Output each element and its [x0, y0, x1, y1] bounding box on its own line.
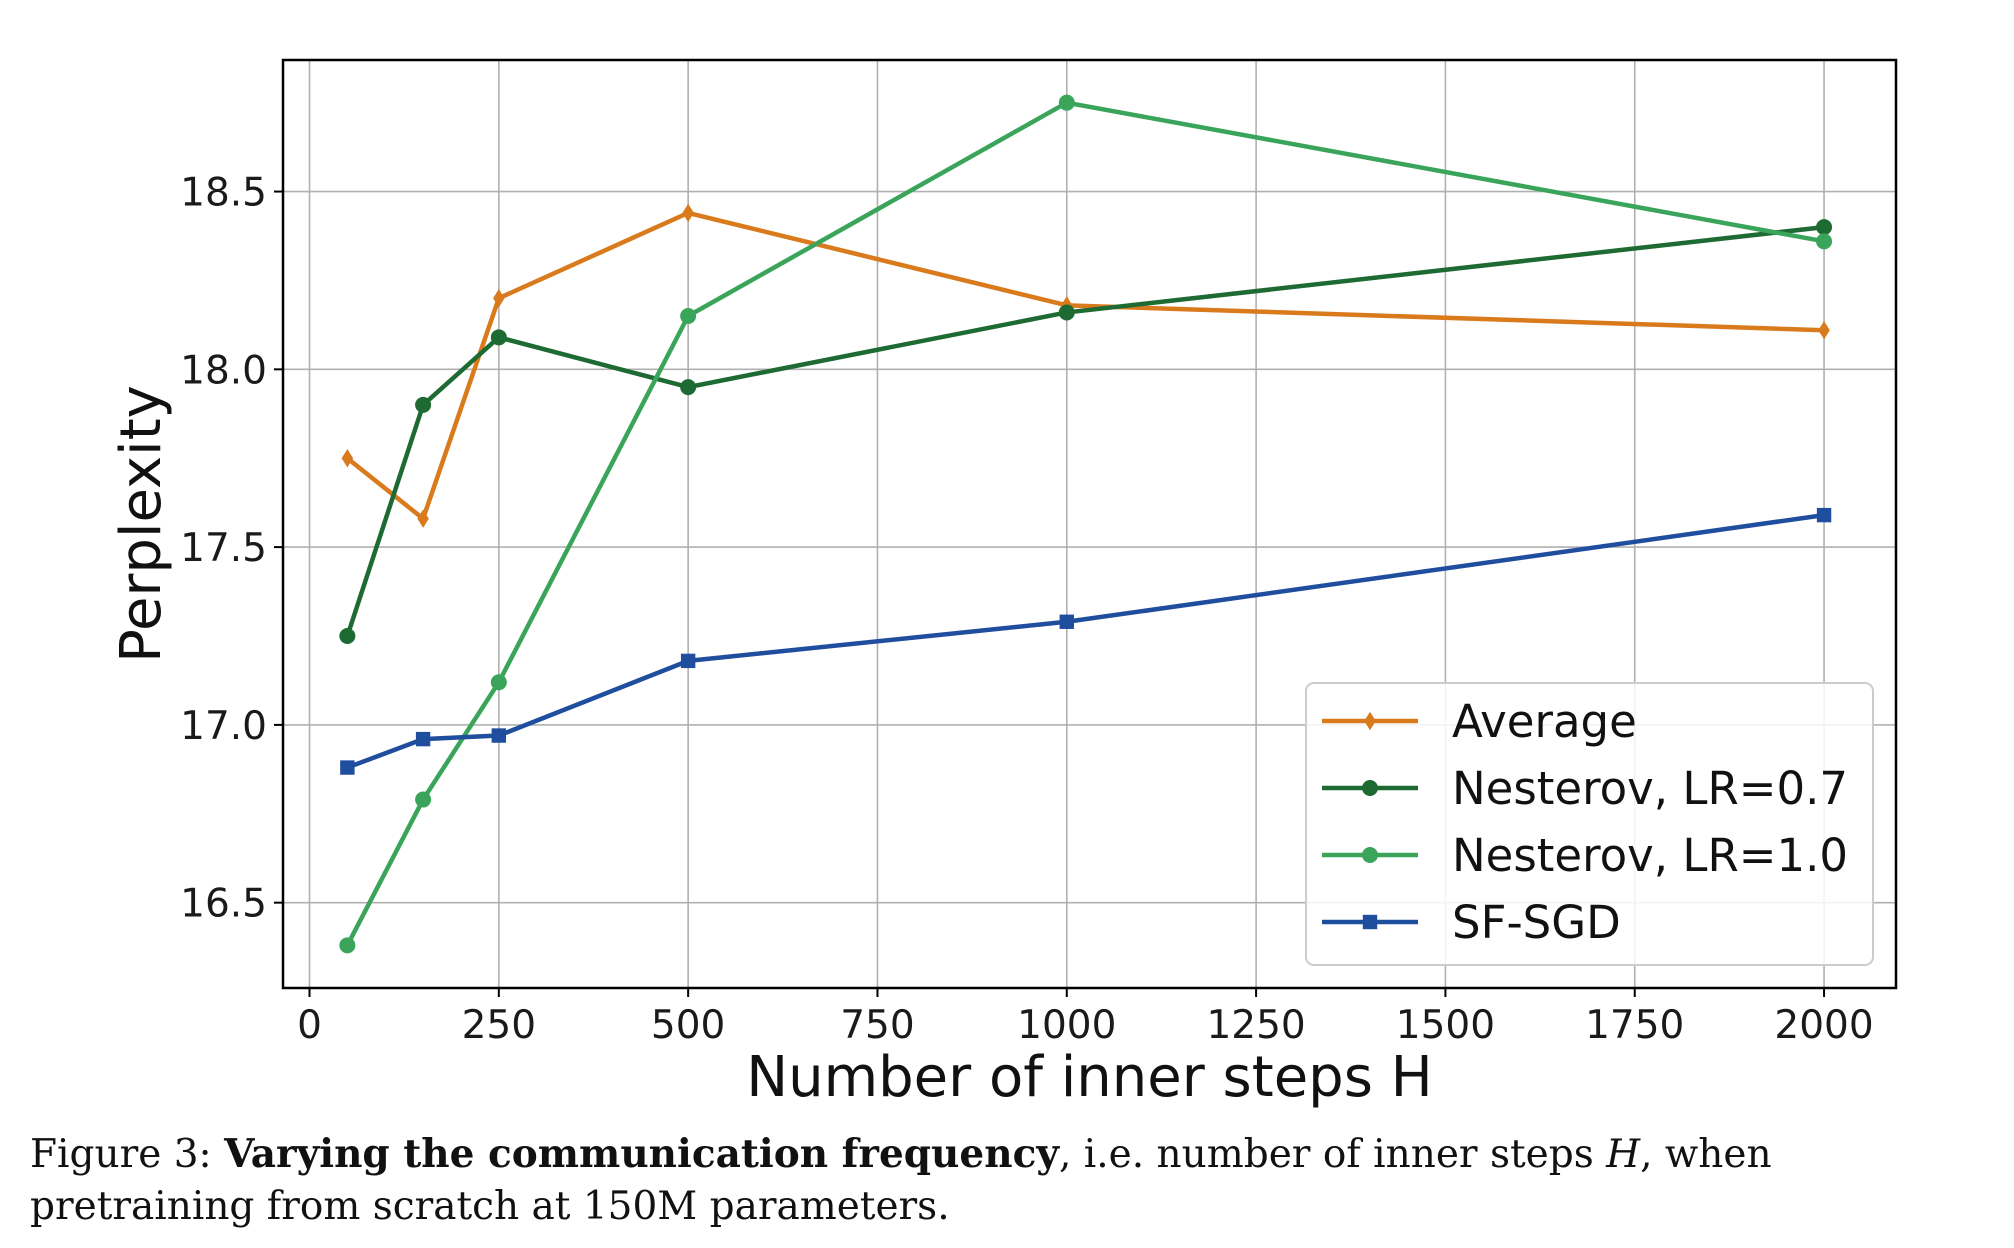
legend-marker [1362, 847, 1378, 863]
legend-marker [1362, 914, 1378, 930]
series-2 [339, 94, 1833, 954]
series-line [346, 512, 1825, 770]
data-point [340, 760, 355, 775]
plot-frame [281, 58, 1898, 990]
caption-variable: H [1606, 1132, 1641, 1177]
data-point [339, 937, 356, 954]
series-1 [339, 219, 1833, 644]
x-tick-label: 1250 [1206, 1003, 1305, 1048]
series-line [345, 224, 1825, 637]
x-tick-label: 500 [651, 1003, 725, 1048]
figure-caption: Figure 3: Varying the communication freq… [30, 1128, 2005, 1233]
data-point [1058, 304, 1075, 321]
legend-item-0: Average [1322, 695, 1637, 748]
data-point [682, 203, 694, 223]
data-point [680, 653, 696, 669]
caption-middle: , i.e. number of inner steps [1058, 1132, 1607, 1177]
x-tick-label: 1500 [1396, 1003, 1495, 1048]
y-axis-label: Perplexity [109, 385, 174, 663]
legend-box [1305, 682, 1874, 966]
y-tick-label: 17.0 [180, 704, 267, 749]
legend-marker [1364, 711, 1376, 731]
data-point [415, 791, 432, 808]
data-point [490, 674, 507, 691]
data-point [341, 449, 354, 468]
data-point [1816, 219, 1833, 236]
data-point [1816, 507, 1832, 523]
y-tick-label: 16.5 [180, 882, 267, 927]
caption-bold: Varying the communication frequency [224, 1131, 1059, 1177]
x-axis-label: Number of inner steps H [746, 1045, 1433, 1110]
data-point [1058, 94, 1075, 111]
data-point [490, 329, 507, 346]
series-3 [340, 507, 1832, 775]
x-tick-label: 0 [297, 1003, 322, 1048]
x-tick-label: 2000 [1774, 1003, 1873, 1048]
data-point [680, 379, 697, 396]
data-point [680, 308, 697, 324]
axis-ticks: 0 250 500 750 1000 1250 1500 1750 2000 16.5 17.0 17… [180, 171, 1874, 1048]
data-point [493, 289, 505, 308]
data-point [1816, 233, 1833, 250]
y-tick-label: 17.5 [180, 526, 267, 571]
series-line [345, 210, 1825, 521]
legend-item-2: Nesterov, LR=1.0 [1322, 829, 1848, 882]
legend-label: Nesterov, LR=0.7 [1452, 762, 1848, 815]
legend-label: Nesterov, LR=1.0 [1452, 829, 1848, 882]
line-chart: 0 250 500 750 1000 1250 1500 1750 2000 16.5 17.0 17… [109, 58, 1898, 1110]
data-point [417, 509, 429, 528]
legend-item-1: Nesterov, LR=0.7 [1322, 762, 1848, 815]
series-line [345, 100, 1825, 947]
legend-item-3: SF-SGD [1322, 896, 1621, 949]
data-point [415, 396, 432, 413]
x-tick-label: 750 [840, 1003, 914, 1048]
legend-label: Average [1452, 695, 1637, 748]
y-tick-label: 18.5 [180, 171, 267, 216]
caption-suffix: , when pretraining from scratch at 150M … [30, 1132, 1772, 1229]
y-tick-label: 18.0 [180, 348, 267, 393]
x-tick-label: 250 [462, 1003, 536, 1048]
caption-prefix: Figure 3: [30, 1132, 225, 1177]
x-tick-label: 1750 [1585, 1003, 1684, 1048]
legend: Average Nesterov, LR=0.7 Nesterov, LR=1.0 S… [1305, 682, 1874, 966]
legend-marker [1362, 780, 1378, 796]
data-point [1059, 614, 1074, 629]
data-point [491, 728, 507, 743]
data-point [415, 731, 431, 747]
x-tick-label: 1000 [1017, 1003, 1116, 1048]
series-group [339, 94, 1833, 954]
data-point [1818, 321, 1830, 340]
data-point [339, 628, 356, 644]
legend-label: SF-SGD [1452, 896, 1621, 949]
